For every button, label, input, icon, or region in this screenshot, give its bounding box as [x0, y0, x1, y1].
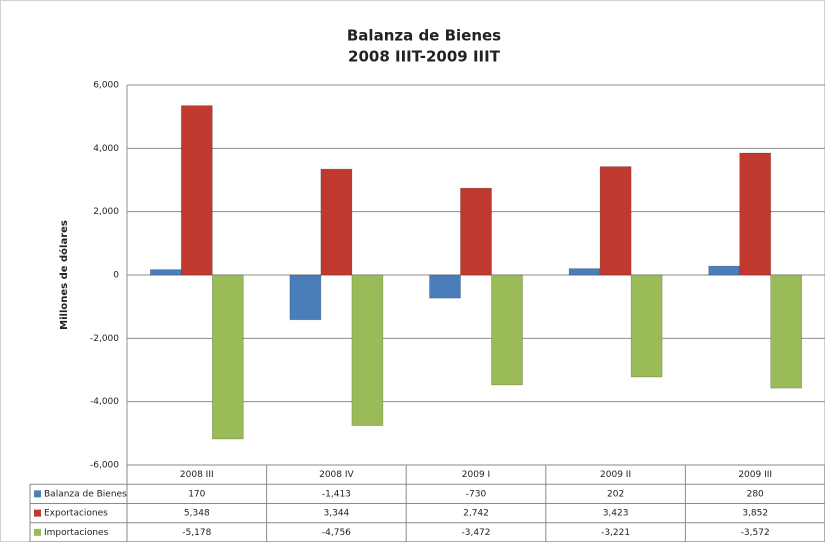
bar	[491, 274, 523, 386]
table-value: -3,572	[741, 528, 770, 538]
bar	[739, 152, 772, 276]
table-value: 3,423	[603, 509, 629, 519]
bar	[211, 274, 244, 440]
y-tick-label: 0	[113, 271, 119, 281]
bar	[351, 274, 384, 426]
y-tick-label: -4,000	[90, 397, 119, 407]
table-value: -3,472	[461, 528, 490, 538]
bar	[149, 269, 182, 276]
table-value: 202	[607, 489, 624, 499]
chart-subtitle: 2008 IIIT-2009 IIIT	[348, 48, 501, 66]
legend-label: Exportaciones	[44, 509, 108, 519]
y-tick-label: 6,000	[93, 81, 119, 91]
table-value: -730	[466, 489, 487, 499]
table-value: 3,344	[324, 509, 350, 519]
y-tick-label: -6,000	[90, 461, 119, 471]
table-value: -1,413	[322, 489, 351, 499]
chart-title: Balanza de Bienes	[347, 27, 501, 45]
y-axis-title: Millones de dólares	[58, 220, 70, 330]
x-tick-label: 2009 II	[600, 470, 631, 480]
bar	[568, 268, 601, 276]
y-tick-label: 2,000	[93, 207, 119, 217]
bar	[599, 166, 632, 276]
y-tick-label: -2,000	[90, 334, 119, 344]
bar	[180, 105, 213, 276]
table-value: -4,756	[322, 528, 351, 538]
bar	[708, 265, 741, 276]
bar	[429, 274, 461, 299]
bar	[289, 274, 322, 321]
y-tick-label: 4,000	[93, 144, 119, 154]
legend-label: Importaciones	[44, 528, 109, 538]
bar	[770, 274, 803, 389]
table-value: 5,348	[184, 509, 210, 519]
legend-swatch	[34, 528, 41, 536]
x-tick-label: 2008 III	[180, 470, 214, 480]
table-value: 280	[747, 489, 764, 499]
legend-label: Balanza de Bienes	[44, 489, 127, 499]
x-tick-label: 2008 IV	[319, 470, 354, 480]
table-value: -3,221	[601, 528, 630, 538]
table-value: -5,178	[182, 528, 211, 538]
table-value: 3,852	[742, 509, 768, 519]
bar	[460, 187, 492, 276]
table-value: 170	[188, 489, 205, 499]
bar	[630, 274, 663, 378]
x-tick-label: 2009 I	[462, 470, 490, 480]
legend-swatch	[34, 509, 41, 517]
table-value: 2,742	[463, 509, 489, 519]
bar	[320, 168, 353, 276]
legend-swatch	[34, 490, 41, 498]
x-tick-label: 2009 III	[738, 470, 772, 480]
